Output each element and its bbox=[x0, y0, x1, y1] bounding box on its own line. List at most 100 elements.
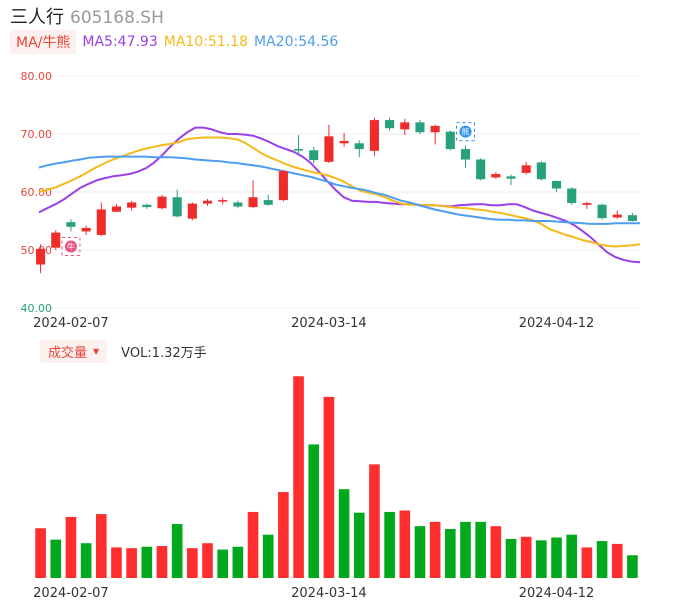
candle-body bbox=[96, 209, 106, 235]
bear-marker-label: 熊 bbox=[461, 127, 469, 137]
candle-body bbox=[127, 202, 137, 208]
ma-legend: MA/牛熊 MA5:47.93 MA10:51.18 MA20:54.56 bbox=[10, 30, 338, 54]
candle-body bbox=[445, 131, 455, 150]
volume-bar bbox=[156, 546, 168, 578]
candle-body bbox=[309, 150, 319, 161]
candle-body bbox=[536, 162, 546, 180]
volume-bar bbox=[141, 546, 153, 578]
volume-bar bbox=[520, 536, 532, 578]
volume-bar bbox=[65, 516, 77, 578]
volume-bar bbox=[445, 528, 456, 578]
volume-bar bbox=[566, 534, 578, 578]
volume-bar bbox=[278, 492, 289, 578]
candle-body bbox=[187, 203, 197, 219]
bear-marker-icon bbox=[459, 125, 472, 138]
volume-bar bbox=[202, 543, 213, 578]
candle-body bbox=[430, 125, 440, 133]
candle-body bbox=[460, 149, 471, 160]
volume-bar bbox=[596, 541, 608, 578]
price-x-tick-label: 2024-03-14 bbox=[291, 316, 367, 331]
candle-body bbox=[202, 200, 213, 204]
volume-bar bbox=[126, 548, 137, 578]
ma5-line bbox=[38, 126, 641, 264]
candle-body bbox=[248, 197, 258, 208]
volume-bar bbox=[536, 540, 547, 578]
caret-down-icon: ▼ bbox=[93, 346, 100, 356]
ma10-line bbox=[38, 136, 641, 248]
volume-bar bbox=[475, 521, 486, 578]
volume-bar bbox=[460, 521, 471, 578]
volume-bar bbox=[217, 549, 228, 578]
price-y-tick-label: 40.00 bbox=[21, 302, 53, 315]
volume-bar bbox=[490, 526, 502, 578]
candle-body bbox=[233, 202, 243, 207]
volume-bar bbox=[247, 511, 259, 578]
bull-marker-label: 牛 bbox=[67, 242, 75, 252]
volume-indicator-selector[interactable]: 成交量 ▼ bbox=[40, 339, 108, 363]
volume-bar bbox=[80, 543, 92, 578]
volume-bar bbox=[505, 538, 517, 578]
price-y-tick-label: 80.00 bbox=[21, 70, 53, 83]
volume-bar bbox=[35, 528, 46, 578]
ma5-legend: MA5:47.93 bbox=[82, 34, 158, 50]
candle-body bbox=[400, 122, 410, 130]
volume-bar bbox=[414, 526, 426, 578]
volume-x-tick-label: 2024-02-07 bbox=[33, 586, 109, 601]
volume-bar bbox=[293, 376, 304, 578]
bull-marker-icon bbox=[64, 240, 77, 253]
price-y-tick-label: 60.00 bbox=[21, 186, 53, 199]
volume-bar bbox=[323, 396, 335, 578]
candle-body bbox=[369, 120, 379, 151]
stock-code: 605168.SH bbox=[70, 8, 164, 28]
candle-body bbox=[263, 200, 273, 205]
price-x-tick-label: 2024-02-07 bbox=[33, 316, 109, 331]
ma20-line bbox=[38, 155, 640, 225]
candle-body bbox=[339, 140, 349, 144]
volume-x-tick-label: 2024-03-14 bbox=[291, 586, 367, 601]
volume-bar bbox=[369, 464, 380, 578]
volume-tag-label: 成交量 bbox=[48, 345, 88, 361]
volume-bar bbox=[262, 534, 274, 578]
candle-body bbox=[51, 232, 61, 248]
candle-body bbox=[491, 174, 501, 178]
volume-bar bbox=[95, 514, 107, 578]
volume-legend: 成交量 ▼ VOL:1.32万手 bbox=[40, 339, 207, 363]
volume-x-tick-label: 2024-04-12 bbox=[519, 586, 595, 601]
candle-body bbox=[567, 188, 577, 204]
candle-body bbox=[597, 204, 607, 219]
chart-title: 三人行 605168.SH bbox=[10, 3, 164, 28]
candle-body bbox=[627, 215, 637, 221]
candle-body bbox=[111, 206, 122, 212]
price-y-tick-label: 70.00 bbox=[21, 128, 53, 141]
volume-bar bbox=[111, 547, 122, 578]
price-x-tick-label: 2024-04-12 bbox=[519, 316, 595, 331]
volume-bar bbox=[187, 548, 198, 578]
candle-body bbox=[354, 143, 364, 150]
bull-marker-frame bbox=[61, 237, 81, 257]
volume-bar bbox=[232, 546, 244, 578]
ma20-legend: MA20:54.56 bbox=[254, 34, 339, 50]
candle-body bbox=[324, 136, 334, 162]
candle-body bbox=[81, 227, 91, 232]
candle-body bbox=[551, 180, 562, 189]
volume-bar bbox=[338, 489, 350, 578]
candle-body bbox=[66, 222, 76, 227]
candle-body bbox=[218, 200, 228, 202]
ma-indicator-selector[interactable]: MA/牛熊 bbox=[10, 30, 77, 54]
volume-bar bbox=[308, 444, 320, 578]
candle-body bbox=[294, 149, 304, 151]
candle-body bbox=[415, 122, 425, 133]
candle-body bbox=[142, 204, 152, 208]
volume-bar bbox=[611, 543, 623, 578]
volume-value: VOL:1.32万手 bbox=[121, 345, 207, 361]
candle-body bbox=[506, 176, 516, 179]
candle-body bbox=[612, 214, 622, 218]
candle-body bbox=[582, 203, 592, 205]
candle-body bbox=[36, 248, 46, 265]
volume-bar bbox=[581, 547, 593, 578]
candle-body bbox=[172, 197, 182, 217]
ma10-legend: MA10:51.18 bbox=[163, 34, 249, 50]
candle-body bbox=[278, 171, 288, 201]
volume-bar bbox=[171, 524, 183, 578]
